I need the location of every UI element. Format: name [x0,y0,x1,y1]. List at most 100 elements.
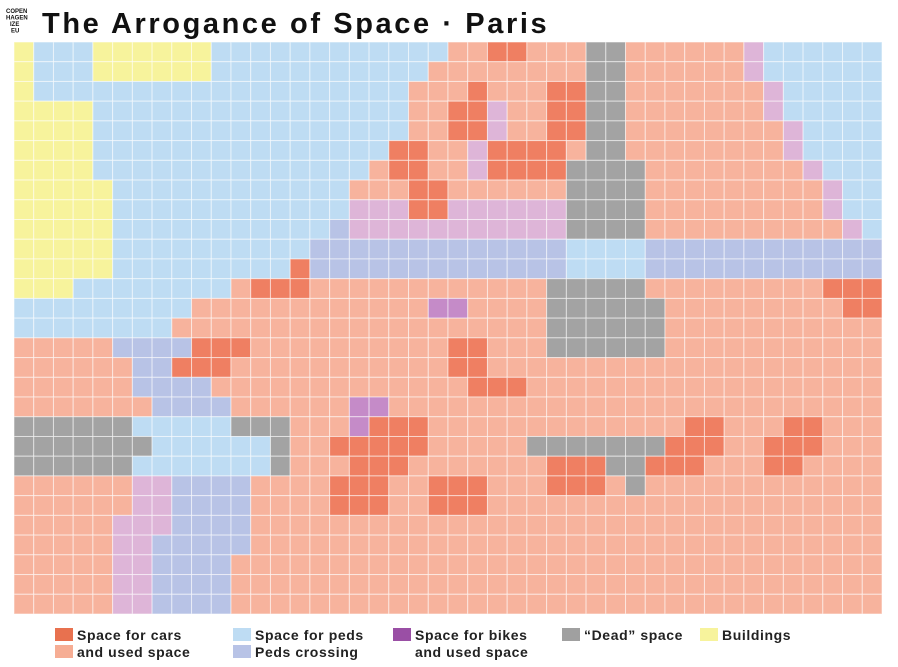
map-cell [309,514,331,536]
map-cell [467,199,488,221]
map-cell [546,61,567,82]
map-cell [151,297,173,319]
map-cell [33,258,54,280]
map-cell [467,396,488,418]
map-cell [171,376,193,398]
map-cell [269,41,291,63]
map-cell [842,41,863,63]
map-cell [269,396,291,418]
map-cell [782,199,804,221]
map-cell [92,140,114,161]
map-cell [486,455,508,477]
map-cell [861,514,883,536]
map-cell [703,80,725,102]
map-cell [625,376,646,398]
legend-label: “Dead” space [584,627,683,643]
map-cell [92,317,114,339]
map-cell [210,61,232,82]
map-cell [33,238,54,260]
map-cell [447,416,469,437]
map-cell [585,278,607,299]
map-cell [546,120,567,142]
map-cell [151,238,173,260]
map-cell [230,61,252,82]
map-cell [467,534,488,556]
map-cell [191,61,212,82]
map-cell [802,219,824,240]
map-cell [782,416,804,437]
map-cell [210,475,232,497]
map-cell [625,297,646,319]
map-cell [565,574,587,595]
map-cell [230,41,252,63]
map-cell [703,219,725,240]
map-cell [191,100,212,122]
map-cell [605,593,627,615]
map-cell [33,475,54,497]
map-cell [565,396,587,418]
map-cell [743,159,765,181]
map-cell [388,554,410,576]
map-cell [585,593,607,615]
map-cell [506,297,528,319]
map-cell [348,593,370,615]
map-cell [408,297,429,319]
map-cell [250,475,271,497]
map-cell [171,258,193,280]
map-cell [684,140,705,161]
map-cell [743,317,765,339]
map-cell [329,495,350,516]
map-cell [112,574,133,595]
map-cell [684,80,705,102]
map-cell [644,199,666,221]
map-cell [230,593,252,615]
map-cell [309,140,331,161]
map-cell [486,258,508,280]
map-cell [269,534,291,556]
map-cell [191,219,212,240]
map-cell [546,455,567,477]
map-cell [546,475,567,497]
map-cell [289,455,311,477]
map-cell [348,140,370,161]
map-cell [427,100,449,122]
map-cell [703,297,725,319]
map-cell [723,100,745,122]
map-cell [486,61,508,82]
map-cell [684,416,705,437]
map-cell [684,159,705,181]
map-cell [467,100,488,122]
map-cell [526,396,548,418]
map-cell [684,179,705,201]
map-cell [368,495,390,516]
map-cell [112,199,133,221]
map-cell [388,514,410,536]
map-cell [92,120,114,142]
map-cell [605,396,627,418]
map-cell [368,416,390,437]
map-cell [743,455,765,477]
map-cell [763,199,784,221]
map-cell [13,159,35,181]
map-cell [565,297,587,319]
map-cell [309,199,331,221]
map-cell [467,61,488,82]
map-cell [368,376,390,398]
map-cell [72,159,94,181]
map-cell [723,396,745,418]
map-cell [723,593,745,615]
map-cell [13,179,35,201]
map-cell [842,574,863,595]
map-cell [269,100,291,122]
map-cell [506,593,528,615]
map-cell [210,120,232,142]
map-cell [131,416,153,437]
map-cell [151,534,173,556]
map-cell [546,80,567,102]
map-cell [171,455,193,477]
map-cell [112,297,133,319]
map-cell [684,258,705,280]
map-cell [348,219,370,240]
map-cell [605,219,627,240]
